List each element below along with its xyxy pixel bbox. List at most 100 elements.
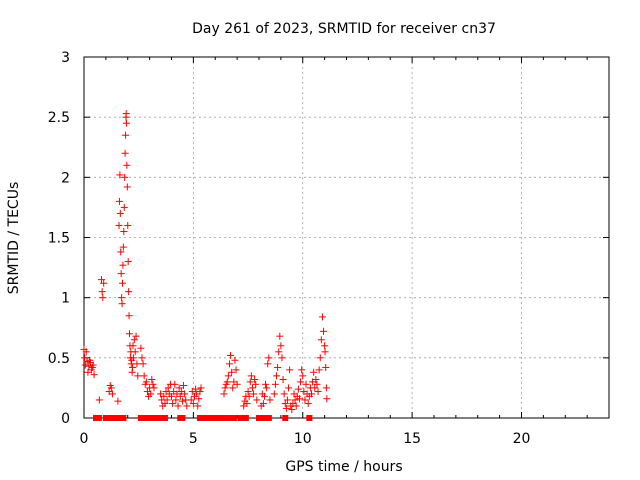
srmtid-point [295, 395, 303, 403]
zero-flag-point [306, 415, 313, 421]
srmtid-point [82, 348, 90, 356]
x-tick-label: 0 [80, 431, 89, 447]
srmtid-point [168, 392, 175, 400]
srmtid-point [299, 372, 307, 380]
srmtid-point [122, 131, 130, 139]
srmtid-point [139, 360, 147, 368]
zero-flag-point [242, 415, 249, 421]
srmtid-point [298, 366, 306, 374]
srmtid-point [264, 360, 272, 368]
srmtid-point [121, 173, 129, 181]
srmtid-point [160, 392, 168, 400]
srmtid-point [189, 400, 197, 408]
srmtid-point [98, 288, 106, 296]
srmtid-point [125, 288, 133, 296]
zero-flag-point [148, 415, 155, 421]
srmtid-point [259, 400, 267, 408]
y-tick-label: 0 [61, 411, 70, 427]
srmtid-point [251, 375, 259, 383]
srmtid-point [275, 348, 283, 356]
srmtid-point [286, 366, 294, 374]
zero-flag-point [230, 415, 237, 421]
srmtid-point [107, 384, 115, 392]
srmtid-point [233, 380, 241, 388]
srmtid-point [244, 388, 252, 396]
srmtid-point [315, 366, 323, 374]
srmtid-point [171, 380, 179, 388]
srmtid-point [181, 390, 189, 398]
zero-flag-point [265, 415, 272, 421]
srmtid-point [195, 395, 203, 403]
srmtid-point [297, 378, 305, 386]
srmtid-point [220, 390, 228, 398]
srmtid-point [312, 375, 320, 383]
x-tick-label: 20 [513, 431, 531, 447]
srmtid-point [121, 149, 129, 157]
srmtid-point [180, 382, 188, 390]
srmtid-point [232, 366, 240, 374]
srmtid-point [129, 363, 137, 371]
y-tick-label: 1 [61, 291, 70, 307]
srmtid-point [316, 354, 324, 362]
srmtid-point [279, 375, 287, 383]
srmtid-point [266, 396, 274, 404]
zero-flag-point [154, 415, 161, 421]
srmtid-point [130, 336, 138, 344]
srmtid-point [231, 356, 239, 364]
srmtid-point [304, 400, 312, 408]
srmtid-point [323, 395, 331, 403]
data-markers [80, 110, 331, 421]
srmtid-point [274, 363, 282, 371]
srmtid-point [223, 378, 231, 386]
srmtid-point [119, 243, 127, 251]
srmtid-point [278, 354, 286, 362]
srmtid-point [317, 336, 325, 344]
srmtid-point [224, 372, 232, 380]
srmtid-point [81, 354, 89, 362]
srmtid-point [118, 300, 126, 308]
zero-flag-point [256, 415, 262, 421]
srmtid-point [245, 392, 253, 400]
srmtid-point [273, 372, 280, 380]
srmtid-point [175, 384, 183, 392]
srmtid-point [129, 342, 137, 350]
srmtid-point [283, 396, 291, 404]
srmtid-point [321, 348, 329, 356]
srmtid-point [129, 354, 137, 362]
zero-flag-point [120, 415, 127, 421]
grid-lines [84, 57, 609, 418]
srmtid-point [140, 372, 148, 380]
x-tick-label: 15 [403, 431, 421, 447]
srmtid-point [126, 330, 133, 338]
srmtid-point [133, 360, 141, 368]
srmtid-point [138, 354, 146, 362]
srmtid-point [178, 397, 186, 405]
srmtid-point [301, 396, 309, 404]
srmtid-point [294, 385, 302, 393]
srmtid-point [142, 378, 150, 386]
srmtid-point [280, 390, 288, 398]
srmtid-point [120, 227, 128, 235]
zero-flag-point [179, 415, 186, 421]
srmtid-point [134, 372, 142, 380]
srmtid-point [131, 348, 139, 356]
x-axis-label: GPS time / hours [285, 459, 402, 475]
srmtid-point [282, 404, 290, 412]
srmtid-point [225, 360, 233, 368]
srmtid-point [252, 380, 260, 388]
srmtid-point [276, 332, 284, 340]
srmtid-point [149, 380, 157, 388]
srmtid-point [176, 392, 184, 400]
zero-flag-point [204, 415, 211, 421]
srmtid-point [117, 248, 125, 256]
srmtid-point [263, 384, 271, 392]
srmtid-point [246, 378, 254, 386]
srmtid-point [119, 279, 126, 287]
srmtid-point [322, 363, 330, 371]
y-axis-label: SRMTID / TECUs [6, 182, 22, 295]
srmtid-point [292, 402, 300, 410]
srmtid-point [265, 354, 273, 362]
srmtid-point [124, 258, 132, 266]
srmtid-point [125, 312, 133, 320]
srmtid-point [311, 384, 319, 392]
